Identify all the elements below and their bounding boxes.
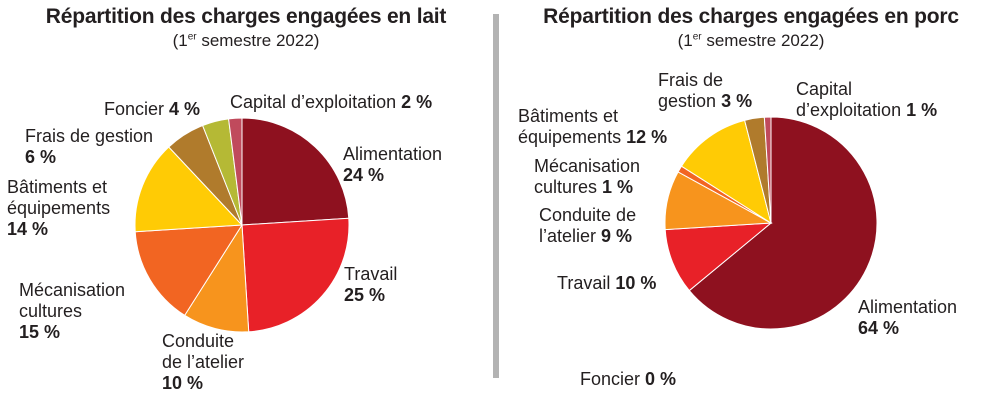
chart-lait: Répartition des charges engagées en lait… (0, 0, 492, 401)
chart-porc: Répartition des charges engagées en porc… (502, 0, 1000, 401)
pie-slice-capital-d-exploitation (763, 116, 772, 224)
label-batiments: Bâtiments et équipements 14 % (7, 177, 111, 239)
pie-slice-travail (241, 217, 350, 333)
label-foncier: Foncier 4 % (104, 99, 201, 119)
panel-divider (493, 14, 499, 378)
label-frais: Frais de gestion 3 % (658, 70, 753, 111)
pie-slice-bâtiments-et-équipements (680, 119, 772, 225)
label-travail: Travail 10 % (557, 273, 657, 293)
chart-title: Répartition des charges engagées en lait (45, 5, 447, 28)
pie-chart (134, 117, 350, 333)
label-conduite: Conduite de l’atelier 9 % (539, 205, 637, 246)
pie-slice-capital-d-exploitation (228, 117, 243, 226)
pie-slice-bâtiments-et-équipements (134, 146, 244, 233)
label-mecanisation: Mécanisation cultures 15 % (19, 280, 126, 342)
label-batiments: Bâtiments et équipements 12 % (518, 106, 668, 147)
label-conduite: Conduite de l’atelier 10 % (162, 331, 245, 393)
chart-subtitle: (1er semestre 2022) (172, 31, 320, 50)
label-foncier: Foncier 0 % (580, 369, 677, 389)
chart-title: Répartition des charges engagées en porc (543, 5, 959, 28)
label-capital: Capital d’exploitation 1 % (796, 79, 938, 120)
pie-chart (664, 116, 878, 330)
label-frais: Frais de gestion 6 % (25, 126, 154, 167)
label-travail: Travail 25 % (344, 264, 398, 305)
label-capital: Capital d’exploitation 2 % (230, 92, 433, 112)
label-alimentation: Alimentation 24 % (343, 144, 443, 185)
pie-slice-mécanisation-cultures (134, 224, 243, 317)
label-mecanisation: Mécanisation cultures 1 % (534, 156, 641, 197)
pie-slice-alimentation (241, 117, 350, 226)
label-alimentation: Alimentation 64 % (858, 297, 958, 338)
chart-subtitle: (1er semestre 2022) (677, 31, 825, 50)
pie-slice-alimentation (688, 116, 878, 330)
